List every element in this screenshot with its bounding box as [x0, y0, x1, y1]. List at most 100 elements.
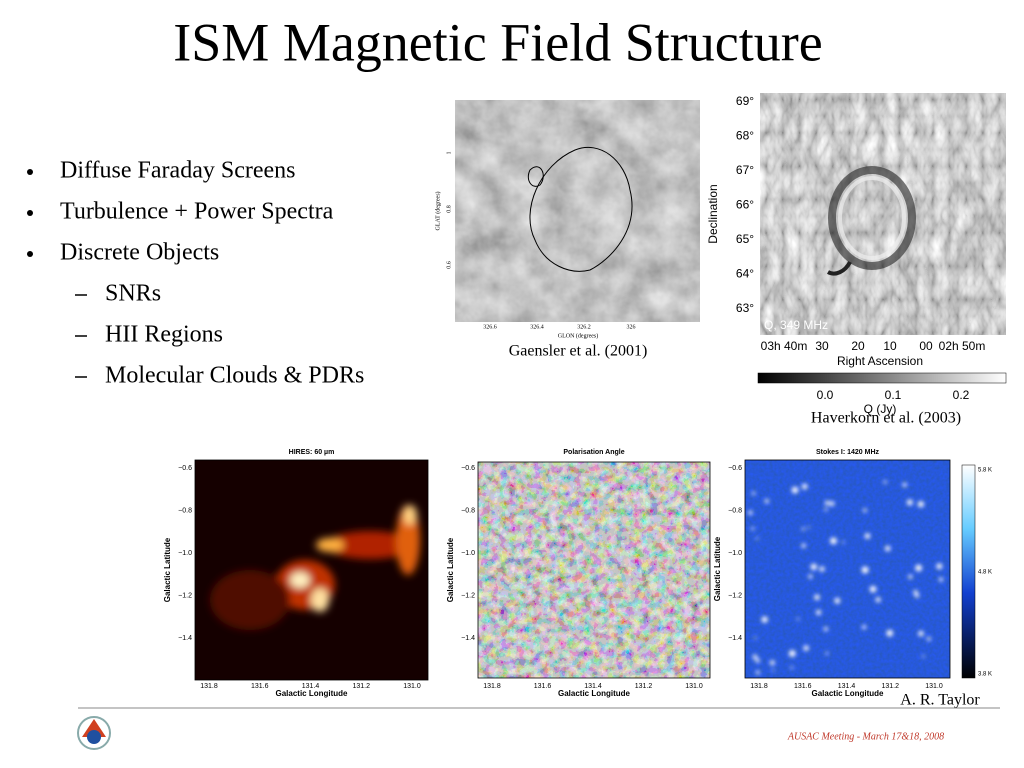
haverkorn-figure: Q, 349 MHz Declination Right Ascension 69° 6… — [706, 93, 1007, 427]
point-source — [814, 594, 820, 600]
point-source — [861, 566, 869, 574]
bullet-dot — [27, 169, 33, 175]
logo — [77, 716, 111, 750]
point-source — [819, 566, 825, 572]
y-axis-label: Galactic Latitude — [713, 536, 722, 601]
point-source — [834, 597, 841, 604]
bullet-text: Diffuse Faraday Screens — [60, 158, 295, 184]
point-source — [829, 501, 835, 507]
bullet-text: Discrete Objects — [60, 240, 219, 266]
caption: A. R. Taylor — [900, 692, 980, 709]
y-tick-label: 0.8 — [446, 205, 452, 213]
point-source — [816, 609, 822, 615]
point-source — [791, 486, 799, 494]
point-source — [801, 543, 806, 548]
x-tick-label: 131.8 — [750, 683, 768, 690]
point-source — [863, 508, 867, 513]
x-tick-label: 131.2 — [881, 683, 899, 690]
point-source — [902, 482, 907, 487]
x-tick-label: 20 — [851, 339, 865, 353]
point-source — [755, 658, 760, 663]
point-source — [864, 533, 871, 539]
x-tick-label: 131.4 — [838, 683, 856, 690]
point-source — [808, 574, 813, 579]
hires-image — [195, 460, 428, 680]
contour — [529, 146, 633, 272]
x-tick-label: 326 — [627, 324, 636, 330]
point-source — [810, 563, 817, 571]
colorbar-tick-label: 5.8 K — [978, 468, 992, 474]
point-source — [908, 574, 913, 579]
y-tick-label: 63° — [736, 301, 754, 315]
taylor-figure: HIRES: 60 µm Galactic Longitude Galactic L… — [163, 448, 992, 700]
colorbar-label: Q (Jy) — [864, 402, 897, 416]
point-source — [926, 636, 931, 641]
point-source — [914, 593, 920, 598]
point-source — [752, 654, 758, 660]
x-tick-label: 131.4 — [302, 683, 320, 690]
x-tick-label: 131.0 — [685, 683, 703, 690]
point-source — [883, 480, 887, 484]
point-source — [751, 491, 756, 495]
x-tick-label: 30 — [815, 339, 829, 353]
ring — [838, 176, 906, 260]
ring-tail — [827, 260, 852, 276]
y-tick-label: −0.8 — [728, 507, 742, 514]
point-source — [751, 527, 755, 531]
gaensler-figure: Gaensler et al. (2001) GLON (degrees) GLAT… — [434, 100, 700, 360]
point-source — [885, 545, 891, 552]
x-tick-label: 10 — [883, 339, 897, 353]
point-source — [842, 541, 845, 544]
gaensler-image — [455, 100, 700, 322]
point-source — [796, 617, 800, 621]
colorbar-tick-label: 0.2 — [953, 388, 970, 402]
y-tick-label: 0.6 — [446, 261, 452, 269]
y-tick-label: −1.2 — [178, 592, 192, 599]
point-source — [886, 629, 894, 637]
point-source — [755, 670, 760, 675]
point-source — [939, 577, 943, 582]
x-tick-label: 131.2 — [352, 683, 370, 690]
y-tick-label: 64° — [736, 267, 754, 281]
colorbar-tick-label: 0.1 — [885, 388, 902, 402]
x-axis-label: GLON (degrees) — [558, 332, 598, 339]
colorbar — [961, 464, 976, 679]
y-tick-label: −1.4 — [728, 635, 742, 642]
y-tick-label: −0.6 — [728, 465, 742, 472]
footer-text: AUSAC Meeting - March 17&18, 2008 — [787, 731, 944, 742]
x-axis-label: Galactic Longitude — [811, 689, 884, 698]
y-tick-label: 69° — [736, 94, 754, 108]
point-source — [748, 510, 753, 515]
point-source — [807, 526, 810, 529]
y-tick-label: −0.8 — [461, 507, 475, 514]
y-tick-label: −1.4 — [461, 635, 475, 642]
point-source — [862, 625, 867, 630]
panel-title: Stokes I: 1420 MHz — [816, 449, 880, 456]
point-source — [917, 501, 924, 508]
x-tick-label: 131.8 — [200, 683, 218, 690]
x-axis-label: Right Ascension — [837, 354, 923, 368]
y-axis-label: GLAT (degrees) — [434, 191, 441, 230]
y-tick-label: −1.2 — [461, 592, 475, 599]
panel-frame — [477, 461, 711, 679]
y-tick-label: 68° — [736, 129, 754, 143]
panel-label: Q, 349 MHz — [764, 318, 828, 332]
point-source — [913, 590, 918, 595]
x-tick-label: 326.6 — [483, 324, 497, 330]
point-source — [801, 527, 805, 531]
y-axis-label: Galactic Latitude — [446, 537, 455, 602]
panel-title: HIRES: 60 µm — [289, 449, 335, 456]
x-tick-label: 326.2 — [577, 324, 591, 330]
point-source — [915, 564, 922, 572]
sub-bullet-text: Molecular Clouds & PDRs — [105, 363, 364, 389]
point-source — [869, 585, 877, 593]
point-source — [801, 483, 808, 490]
point-source — [769, 660, 775, 666]
y-tick-label: 65° — [736, 232, 754, 246]
point-source — [918, 630, 924, 637]
point-source — [790, 666, 794, 669]
caption: Gaensler et al. (2001) — [509, 343, 648, 360]
point-source — [823, 626, 828, 631]
point-source — [922, 655, 925, 658]
x-tick-label: 131.6 — [534, 683, 552, 690]
